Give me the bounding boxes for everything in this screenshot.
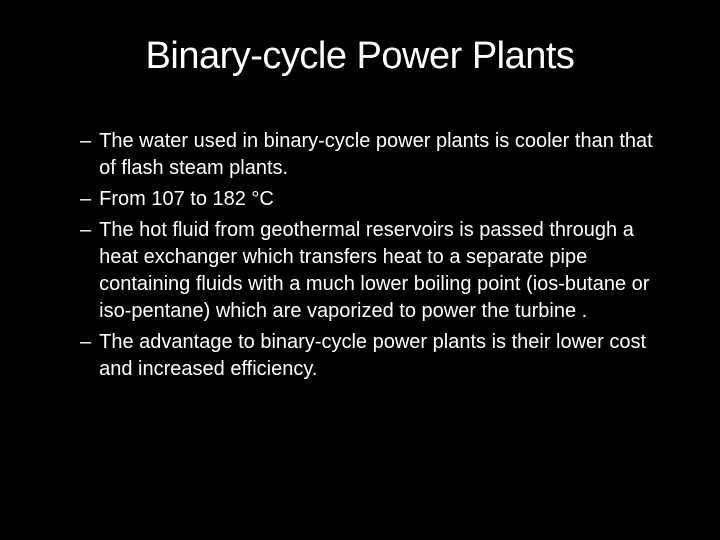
bullet-item: – The advantage to binary-cycle power pl…: [80, 329, 660, 383]
bullet-dash: –: [80, 186, 91, 213]
bullet-dash: –: [80, 329, 91, 356]
slide-content: – The water used in binary-cycle power p…: [50, 128, 670, 383]
slide-title: Binary-cycle Power Plants: [50, 35, 670, 78]
slide-container: Binary-cycle Power Plants – The water us…: [0, 0, 720, 540]
bullet-item: – From 107 to 182 °C: [80, 186, 660, 213]
bullet-text: The water used in binary-cycle power pla…: [99, 128, 660, 182]
bullet-item: – The hot fluid from geothermal reservoi…: [80, 217, 660, 325]
bullet-text: The hot fluid from geothermal reservoirs…: [99, 217, 660, 325]
bullet-item: – The water used in binary-cycle power p…: [80, 128, 660, 182]
bullet-dash: –: [80, 217, 91, 244]
bullet-text: The advantage to binary-cycle power plan…: [99, 329, 660, 383]
bullet-dash: –: [80, 128, 91, 155]
bullet-text: From 107 to 182 °C: [99, 186, 660, 213]
